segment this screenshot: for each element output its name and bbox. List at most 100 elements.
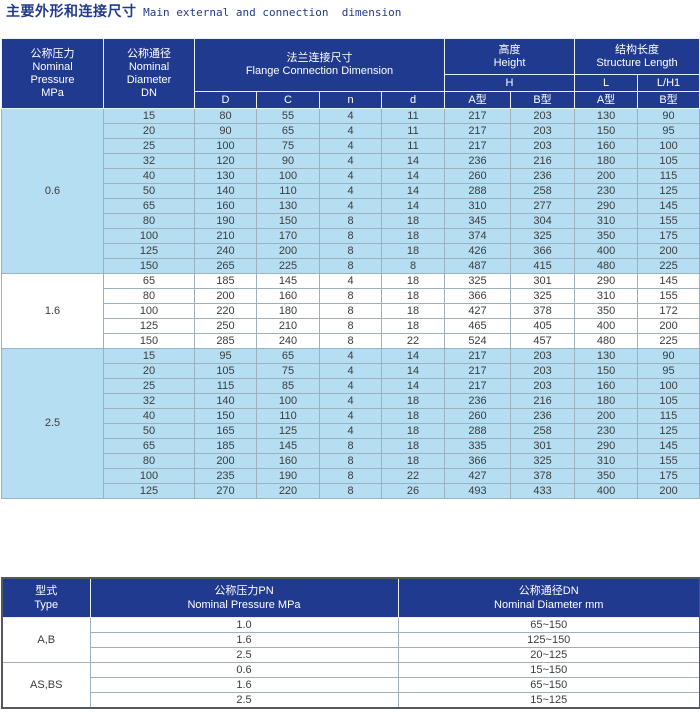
table-cell: 18 xyxy=(381,273,445,289)
table-cell: 216 xyxy=(509,153,576,169)
table-row: 40 150 110 4 18 260 236 200 115 xyxy=(2,408,700,424)
type-group-cell: A,B xyxy=(1,617,91,663)
table-cell: 50 xyxy=(103,183,195,199)
table-cell: 105 xyxy=(637,153,700,169)
table-cell: 100 xyxy=(103,228,195,244)
table-row: 25 115 85 4 14 217 203 160 100 xyxy=(2,378,700,394)
table-cell: 185 xyxy=(194,438,257,454)
table-cell: 115 xyxy=(637,168,700,184)
table-cell: 4 xyxy=(319,348,382,364)
table-cell: 32 xyxy=(103,153,195,169)
table-cell: 170 xyxy=(256,228,320,244)
table-row: 100 235 190 8 22 427 378 350 175 xyxy=(2,468,700,484)
table-cell: 426 xyxy=(444,243,511,259)
type-table-body: A,B 1.0 65~150 1.6 125~150 2.5 20~125 AS,BS 0.6 1… xyxy=(1,617,700,709)
table-cell: 378 xyxy=(509,468,576,484)
table-cell: 95 xyxy=(637,363,700,379)
table-cell: 8 xyxy=(319,303,382,319)
table-cell: 524 xyxy=(444,333,511,349)
header-col-c: C xyxy=(256,91,320,109)
table-row: 150 265 225 8 8 487 415 480 225 xyxy=(2,258,700,274)
table-cell: 14 xyxy=(381,378,445,394)
table-cell: 180 xyxy=(256,303,320,319)
table-cell: 427 xyxy=(444,303,511,319)
table-cell: 15~150 xyxy=(397,662,700,678)
table-cell: 180 xyxy=(574,393,639,409)
table-cell: 65 xyxy=(103,198,195,214)
table-cell: 325 xyxy=(509,453,576,469)
table-row: 100 220 180 8 18 427 378 350 172 xyxy=(2,303,700,319)
table-cell: 200 xyxy=(574,408,639,424)
table-cell: 4 xyxy=(319,123,382,139)
table-cell: 20 xyxy=(103,123,195,139)
table-cell: 203 xyxy=(509,363,576,379)
table-cell: 65~150 xyxy=(397,677,700,693)
header-col-d: D xyxy=(194,91,257,109)
table-cell: 18 xyxy=(381,303,445,319)
table-cell: 130 xyxy=(574,348,639,364)
table-cell: 125 xyxy=(103,483,195,499)
table-cell: 415 xyxy=(509,258,576,274)
table-cell: 65 xyxy=(256,348,320,364)
table-cell: 22 xyxy=(381,333,445,349)
table-cell: 160 xyxy=(256,453,320,469)
header-l: L xyxy=(574,74,639,92)
table-cell: 26 xyxy=(381,483,445,499)
table-row: 1.6 125~150 xyxy=(2,632,700,648)
table-cell: 14 xyxy=(381,153,445,169)
table-row: 25 100 75 4 11 217 203 160 100 xyxy=(2,138,700,154)
table-cell: 125 xyxy=(637,183,700,199)
table-cell: 172 xyxy=(637,303,700,319)
table-cell: 18 xyxy=(381,318,445,334)
table-cell: 18 xyxy=(381,228,445,244)
table-cell: 18 xyxy=(381,423,445,439)
table-cell: 160 xyxy=(194,198,257,214)
table-cell: 65 xyxy=(103,438,195,454)
table-cell: 8 xyxy=(319,318,382,334)
table-row: AS,BS 0.6 15~150 xyxy=(1,662,700,709)
table-cell: 4 xyxy=(319,363,382,379)
table-cell: 400 xyxy=(574,483,639,499)
table-cell: 217 xyxy=(444,348,511,364)
table-cell: 14 xyxy=(381,363,445,379)
table-row: 0.6 15 80 55 4 11 217 203 130 90 xyxy=(1,108,700,274)
table-cell: 260 xyxy=(444,168,511,184)
table-cell: 260 xyxy=(444,408,511,424)
table-cell: 8 xyxy=(319,333,382,349)
table-cell: 40 xyxy=(103,168,195,184)
table-cell: 110 xyxy=(256,408,320,424)
table-cell: 258 xyxy=(509,423,576,439)
table-cell: 301 xyxy=(509,438,576,454)
table-cell: 203 xyxy=(509,378,576,394)
main-table-body: 0.6 15 80 55 4 11 217 203 130 90 20 90 65 4 11 217 203 15… xyxy=(1,108,700,499)
table-cell: 427 xyxy=(444,468,511,484)
table-cell: 130 xyxy=(574,108,639,124)
page-title: 主要外形和连接尺寸 Main external and connection d… xyxy=(0,0,700,19)
table-cell: 55 xyxy=(256,108,320,124)
table-cell: 8 xyxy=(319,288,382,304)
table-cell: 374 xyxy=(444,228,511,244)
table-cell: 8 xyxy=(319,438,382,454)
table-cell: 4 xyxy=(319,408,382,424)
table-row: 20 90 65 4 11 217 203 150 95 xyxy=(2,123,700,139)
table-cell: 220 xyxy=(194,303,257,319)
table-cell: 465 xyxy=(444,318,511,334)
table-cell: 250 xyxy=(194,318,257,334)
table-cell: 18 xyxy=(381,408,445,424)
table-cell: 160 xyxy=(574,138,639,154)
table-cell: 140 xyxy=(194,393,257,409)
table-cell: 285 xyxy=(194,333,257,349)
table-cell: 105 xyxy=(637,393,700,409)
table-cell: 150 xyxy=(574,363,639,379)
table-cell: 11 xyxy=(381,138,445,154)
table-cell: 4 xyxy=(319,108,382,124)
table-cell: 350 xyxy=(574,303,639,319)
table-cell: 75 xyxy=(256,363,320,379)
table-cell: 4 xyxy=(319,183,382,199)
table-cell: 230 xyxy=(574,423,639,439)
table-cell: 150 xyxy=(194,408,257,424)
header-height-type-a: A型 xyxy=(444,91,511,109)
table-cell: 366 xyxy=(509,243,576,259)
table-cell: 236 xyxy=(444,393,511,409)
table-cell: 125 xyxy=(103,243,195,259)
